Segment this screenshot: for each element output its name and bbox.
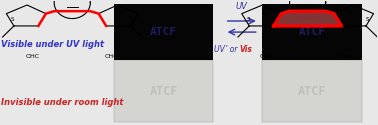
Text: S: S bbox=[366, 17, 369, 22]
Text: UV: UV bbox=[236, 2, 248, 11]
Text: Visible under UV light: Visible under UV light bbox=[1, 40, 104, 49]
Text: S: S bbox=[246, 17, 250, 22]
Bar bbox=[262, 4, 362, 60]
Text: ATCF: ATCF bbox=[299, 27, 326, 37]
Bar bbox=[114, 4, 214, 60]
Bar bbox=[114, 60, 214, 122]
Text: OHC: OHC bbox=[259, 54, 273, 59]
Text: Invisible under room light: Invisible under room light bbox=[1, 98, 123, 107]
Text: ATCF: ATCF bbox=[149, 85, 178, 98]
Text: ATCF: ATCF bbox=[298, 85, 327, 98]
Text: OHC: OHC bbox=[26, 54, 40, 59]
Text: ATCF: ATCF bbox=[150, 27, 177, 37]
Text: CHO: CHO bbox=[339, 54, 353, 59]
Bar bbox=[262, 60, 362, 122]
Text: UV’ or: UV’ or bbox=[214, 45, 240, 54]
Polygon shape bbox=[274, 11, 342, 26]
Text: CHO: CHO bbox=[105, 54, 119, 59]
Text: Vis: Vis bbox=[240, 45, 253, 54]
Text: S: S bbox=[130, 17, 133, 22]
Text: S: S bbox=[11, 17, 14, 22]
